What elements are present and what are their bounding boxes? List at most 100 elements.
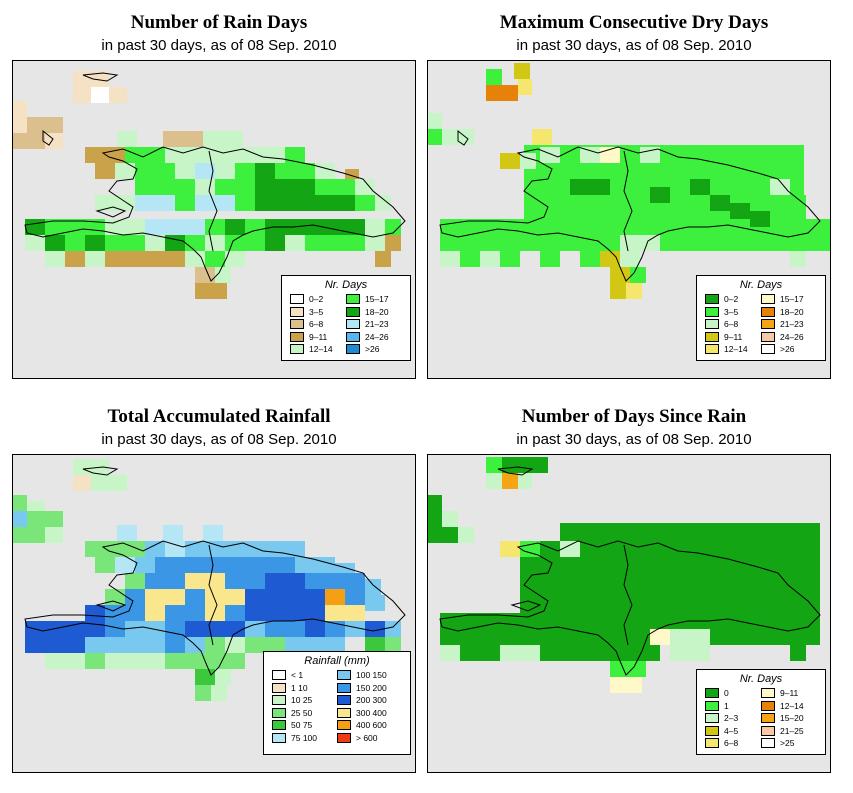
legend-swatch <box>272 695 286 705</box>
legend-swatch <box>346 306 360 317</box>
panel-rain-days: Number of Rain Days in past 30 days, as … <box>12 0 426 380</box>
coastline <box>439 466 821 676</box>
legend-swatch <box>290 331 304 342</box>
legend-label: 0–2 <box>724 294 739 304</box>
panel-subtitle: in past 30 days, as of 08 Sep. 2010 <box>516 37 752 54</box>
legend-swatch <box>761 306 775 317</box>
legend-label: 75 100 <box>291 732 317 743</box>
legend-swatch <box>337 707 351 718</box>
panel-total-rainfall: Total Accumulated Rainfall in past 30 da… <box>12 394 426 774</box>
legend-swatch <box>272 732 286 743</box>
legend-swatch <box>272 670 286 680</box>
legend-label: 18–20 <box>780 306 804 317</box>
legend-label: 21–25 <box>780 725 804 736</box>
panel-title: Number of Days Since Rain <box>521 406 747 427</box>
legend-swatch <box>346 344 360 354</box>
legend-swatch <box>761 725 775 736</box>
legend-swatch <box>761 294 775 304</box>
legend-title: Rainfall (mm) <box>304 655 370 667</box>
legend-label: 1 10 <box>291 682 308 693</box>
legend-label: 200 300 <box>356 695 387 705</box>
legend-label: 6–8 <box>724 319 739 329</box>
legend-swatch <box>705 331 719 342</box>
legend-label: 21–23 <box>780 319 804 329</box>
legend-label: 21–23 <box>365 319 389 329</box>
legend-label: 18–20 <box>365 306 389 317</box>
legend-label: 3–5 <box>309 306 324 317</box>
legend-swatch <box>337 695 351 705</box>
coastline <box>24 466 406 676</box>
legend-label: 25 50 <box>291 707 313 718</box>
legend-swatch <box>761 738 775 748</box>
legend-swatch <box>705 700 719 711</box>
legend-swatch <box>761 319 775 329</box>
legend-label: 9–11 <box>309 331 328 342</box>
legend-label: 0–2 <box>309 294 324 304</box>
panel-title: Total Accumulated Rainfall <box>107 406 331 427</box>
legend-label: 6–8 <box>309 319 324 329</box>
legend-swatch <box>290 294 304 304</box>
legend-label: 400 600 <box>356 720 387 730</box>
legend-rain-days: Nr. Days 0–2 3–5 6–8 9–11 12–14 15–17 18–20 21–… <box>281 275 411 361</box>
legend-swatch <box>705 688 719 698</box>
legend-swatch <box>290 306 304 317</box>
legend-swatch <box>337 732 351 743</box>
legend-label: 0 <box>724 688 729 698</box>
grid-cells <box>428 457 820 693</box>
coastline <box>439 129 821 282</box>
legend-label: 24–26 <box>365 331 389 342</box>
legend-label: 15–17 <box>365 294 389 304</box>
grid-cells <box>428 63 830 299</box>
legend-label: 9–11 <box>724 331 743 342</box>
legend-label: > 600 <box>356 732 378 743</box>
legend-label: >25 <box>780 738 795 748</box>
legend-swatch <box>346 331 360 342</box>
legend-swatch <box>705 713 719 723</box>
legend-label: 300 400 <box>356 707 387 718</box>
legend-label: 1 <box>724 700 729 711</box>
legend-label: 12–14 <box>309 344 333 354</box>
legend-title: Nr. Days <box>324 279 368 291</box>
map-graphic <box>13 459 406 701</box>
map-max-dry-days: Nr. Days 0–2 3–5 6–8 9–11 12–14 15–17 18–20 21–… <box>427 60 831 379</box>
map-graphic <box>428 457 821 693</box>
legend-swatch <box>705 725 719 736</box>
legend-swatch <box>346 294 360 304</box>
map-graphic <box>13 71 406 299</box>
legend-label: 50 75 <box>291 720 313 730</box>
panel-subtitle: in past 30 days, as of 08 Sep. 2010 <box>516 431 752 448</box>
legend-swatch <box>346 319 360 329</box>
legend-days-since-rain: Nr. Days 0 1 2–3 4–5 6–8 9–11 12–14 15–20 21–25 >… <box>696 669 826 755</box>
legend-label: 3–5 <box>724 306 739 317</box>
legend-swatch <box>337 670 351 680</box>
legend-swatch <box>337 682 351 693</box>
legend-label: >26 <box>365 344 380 354</box>
legend-label: 24–26 <box>780 331 804 342</box>
legend-swatch <box>272 720 286 730</box>
legend-swatch <box>761 344 775 354</box>
legend-label: 150 200 <box>356 682 387 693</box>
legend-swatch <box>272 682 286 693</box>
legend-swatch <box>761 713 775 723</box>
grid-cells <box>13 71 401 299</box>
legend-label: 6–8 <box>724 738 739 748</box>
map-days-since-rain: Nr. Days 0 1 2–3 4–5 6–8 9–11 12–14 15–20 21–25 >… <box>427 454 831 773</box>
legend-swatch <box>290 319 304 329</box>
legend-label: 100 150 <box>356 670 387 680</box>
legend-swatch <box>705 294 719 304</box>
map-rain-days: Nr. Days 0–2 3–5 6–8 9–11 12–14 15–17 18–20 21–… <box>12 60 416 379</box>
legend-swatch <box>705 319 719 329</box>
legend-max-dry-days: Nr. Days 0–2 3–5 6–8 9–11 12–14 15–17 18–20 21–… <box>696 275 826 361</box>
legend-swatch <box>272 707 286 718</box>
legend-title: Nr. Days <box>739 673 783 685</box>
map-graphic <box>428 63 830 299</box>
legend-label: 12–14 <box>780 700 804 711</box>
panel-max-dry-days: Maximum Consecutive Dry Days in past 30 … <box>427 0 841 380</box>
legend-title: Nr. Days <box>739 279 783 291</box>
legend-swatch <box>705 344 719 354</box>
panel-subtitle: in past 30 days, as of 08 Sep. 2010 <box>101 37 337 54</box>
legend-swatch <box>705 306 719 317</box>
legend-label: 4–5 <box>724 725 739 736</box>
legend-label: 2–3 <box>724 713 739 723</box>
legend-swatch <box>761 688 775 698</box>
